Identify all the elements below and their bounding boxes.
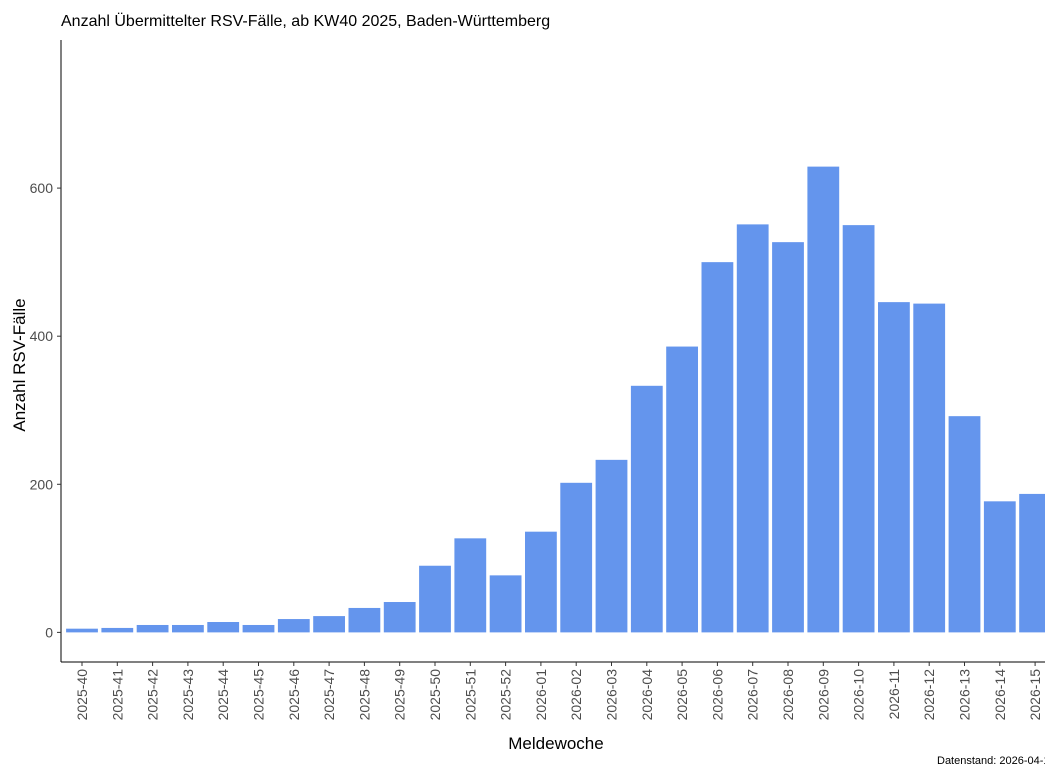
x-tick-label-2026-14: 2026-14 (992, 669, 1008, 721)
chart-title: Anzahl Übermittelter RSV-Fälle, ab KW40 … (61, 12, 550, 30)
y-axis-ticks: 0 200 400 600 (30, 180, 61, 640)
x-tick-label-2026-15: 2026-15 (1027, 669, 1043, 721)
x-tick-label-2025-50: 2025-50 (427, 669, 443, 721)
x-tick-label-2026-12: 2026-12 (921, 669, 937, 721)
x-tick-label-2025-46: 2025-46 (286, 669, 302, 721)
x-tick-label-2026-06: 2026-06 (709, 669, 725, 721)
bar-2026-01 (525, 531, 557, 633)
x-tick-label-2025-47: 2025-47 (321, 669, 337, 721)
x-axis-title: Meldewoche (508, 734, 603, 753)
bar-2025-46 (277, 619, 310, 633)
bar-2025-48 (348, 607, 381, 633)
bar-2026-02 (560, 482, 593, 633)
y-tick-label: 0 (45, 624, 53, 640)
x-tick-label-2026-07: 2026-07 (745, 669, 761, 721)
bar-2025-42 (136, 624, 169, 633)
x-tick-label-2025-48: 2025-48 (356, 669, 372, 721)
bar-2025-45 (242, 624, 275, 633)
x-tick-label-2026-04: 2026-04 (639, 669, 655, 721)
bar-2025-52 (489, 575, 522, 633)
x-tick-label-2026-13: 2026-13 (957, 669, 973, 721)
bar-2026-06 (701, 262, 734, 633)
y-tick-label: 200 (30, 476, 54, 492)
x-tick-label-2025-51: 2025-51 (462, 669, 478, 721)
y-tick-label: 400 (30, 328, 54, 344)
bar-2025-44 (207, 622, 240, 633)
x-tick-label-2025-40: 2025-40 (74, 669, 90, 721)
bar-2026-10 (842, 225, 875, 633)
x-tick-label-2026-10: 2026-10 (851, 669, 867, 721)
x-tick-label-2026-01: 2026-01 (533, 669, 549, 721)
bar-2025-51 (454, 538, 487, 633)
x-tick-label-2026-03: 2026-03 (604, 669, 620, 721)
bar-2025-43 (172, 624, 204, 633)
x-tick-label-2025-45: 2025-45 (251, 669, 267, 721)
bar-2026-03 (595, 459, 628, 633)
x-tick-label-2026-11: 2026-11 (886, 669, 902, 720)
x-tick-label-2026-05: 2026-05 (674, 669, 690, 721)
bars-group (66, 166, 1045, 633)
bar-2026-14 (983, 501, 1016, 633)
y-tick-label: 600 (30, 180, 54, 196)
bar-2025-41 (101, 627, 134, 633)
x-tick-label-2025-52: 2025-52 (498, 669, 514, 721)
x-tick-label-2025-44: 2025-44 (215, 669, 231, 721)
bar-2026-13 (948, 416, 981, 633)
y-axis-title: Anzahl RSV-Fälle (10, 298, 29, 431)
bar-2026-15 (1019, 493, 1045, 633)
x-tick-label-2025-41: 2025-41 (109, 669, 125, 721)
bar-2025-40 (66, 628, 98, 633)
bar-2025-50 (419, 565, 451, 633)
bar-2026-07 (736, 224, 769, 633)
x-tick-label-2026-02: 2026-02 (568, 669, 584, 721)
bar-2026-08 (772, 242, 804, 633)
bar-2026-09 (807, 166, 840, 633)
x-tick-label-2025-43: 2025-43 (180, 669, 196, 721)
bar-2026-12 (913, 303, 946, 633)
x-tick-label-2026-09: 2026-09 (815, 669, 831, 721)
x-tick-label-2026-08: 2026-08 (780, 669, 796, 721)
x-axis-ticks: 2025-40 2025-41 2025-42 2025-43 2025-44 2025-… (74, 662, 1043, 720)
x-tick-label-2025-49: 2025-49 (392, 669, 408, 721)
bar-2025-49 (383, 602, 416, 633)
x-tick-label-2025-42: 2025-42 (145, 669, 161, 721)
bar-2026-05 (666, 346, 698, 633)
bar-2026-11 (878, 302, 910, 633)
bar-2026-04 (630, 385, 663, 633)
data-status-caption: Datenstand: 2026-04-1 (937, 755, 1045, 767)
bar-2025-47 (313, 616, 345, 633)
